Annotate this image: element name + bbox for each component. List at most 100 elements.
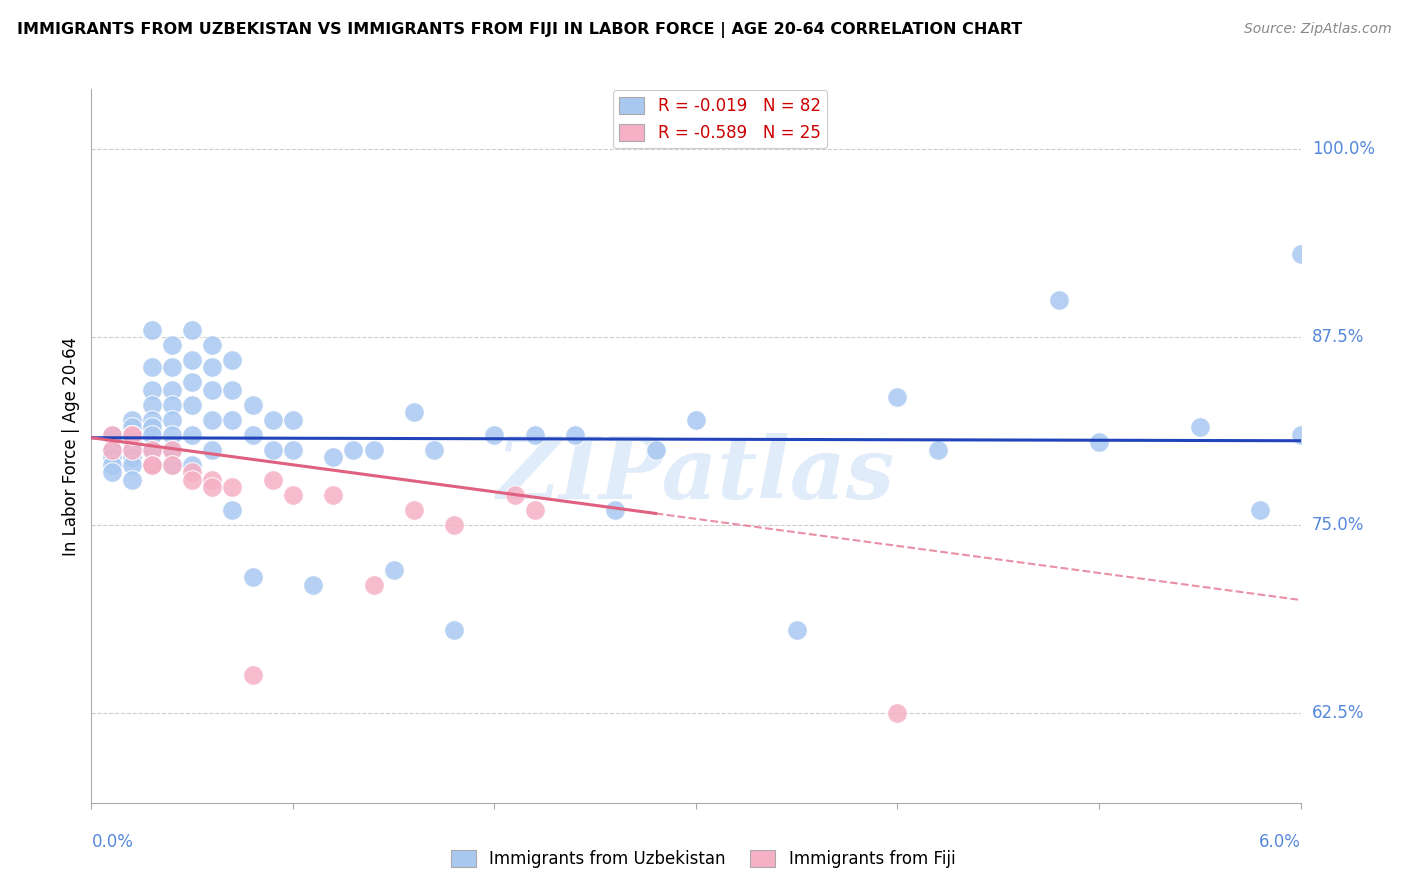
Point	[141, 427, 163, 442]
Point	[181, 465, 204, 479]
Point	[160, 398, 183, 412]
Point	[121, 427, 143, 442]
Point	[121, 442, 143, 457]
Point	[1047, 293, 1070, 307]
Point	[564, 427, 586, 442]
Point	[160, 337, 183, 351]
Point	[1289, 427, 1312, 442]
Point	[342, 442, 364, 457]
Point	[402, 503, 425, 517]
Point	[242, 668, 264, 682]
Point	[363, 578, 385, 592]
Point	[181, 473, 204, 487]
Point	[201, 442, 224, 457]
Point	[160, 442, 183, 457]
Point	[160, 413, 183, 427]
Point	[141, 413, 163, 427]
Point	[201, 383, 224, 397]
Point	[201, 480, 224, 494]
Point	[242, 570, 264, 584]
Point	[100, 458, 122, 472]
Point	[685, 413, 707, 427]
Point	[121, 435, 143, 450]
Point	[201, 413, 224, 427]
Point	[160, 458, 183, 472]
Point	[141, 398, 163, 412]
Point	[181, 398, 204, 412]
Point	[160, 458, 183, 472]
Point	[221, 503, 243, 517]
Text: 0.0%: 0.0%	[91, 833, 134, 851]
Point	[181, 427, 204, 442]
Point	[221, 352, 243, 367]
Point	[1188, 420, 1211, 434]
Point	[201, 360, 224, 375]
Point	[160, 383, 183, 397]
Point	[786, 623, 808, 637]
Point	[262, 413, 284, 427]
Point	[322, 488, 344, 502]
Point	[363, 442, 385, 457]
Point	[141, 360, 163, 375]
Point	[100, 465, 122, 479]
Point	[141, 458, 163, 472]
Point	[160, 360, 183, 375]
Text: 75.0%: 75.0%	[1312, 516, 1364, 534]
Point	[141, 322, 163, 336]
Text: ZIPatlas: ZIPatlas	[496, 433, 896, 516]
Point	[121, 420, 143, 434]
Point	[160, 427, 183, 442]
Point	[121, 427, 143, 442]
Point	[443, 623, 465, 637]
Point	[121, 458, 143, 472]
Point	[181, 352, 204, 367]
Point	[302, 578, 325, 592]
Point	[262, 473, 284, 487]
Point	[886, 706, 908, 720]
Point	[100, 427, 122, 442]
Point	[121, 442, 143, 457]
Text: 6.0%: 6.0%	[1258, 833, 1301, 851]
Point	[100, 427, 122, 442]
Point	[1088, 435, 1111, 450]
Point	[121, 427, 143, 442]
Point	[322, 450, 344, 465]
Legend: Immigrants from Uzbekistan, Immigrants from Fiji: Immigrants from Uzbekistan, Immigrants f…	[444, 843, 962, 875]
Text: IMMIGRANTS FROM UZBEKISTAN VS IMMIGRANTS FROM FIJI IN LABOR FORCE | AGE 20-64 CO: IMMIGRANTS FROM UZBEKISTAN VS IMMIGRANTS…	[17, 22, 1022, 38]
Point	[523, 503, 546, 517]
Point	[201, 473, 224, 487]
Point	[262, 442, 284, 457]
Point	[121, 442, 143, 457]
Point	[443, 517, 465, 532]
Legend: R = -0.019   N = 82, R = -0.589   N = 25: R = -0.019 N = 82, R = -0.589 N = 25	[613, 90, 828, 148]
Text: Source: ZipAtlas.com: Source: ZipAtlas.com	[1244, 22, 1392, 37]
Point	[221, 413, 243, 427]
Point	[503, 488, 526, 502]
Point	[484, 427, 506, 442]
Point	[100, 442, 122, 457]
Point	[121, 427, 143, 442]
Text: 62.5%: 62.5%	[1312, 704, 1364, 722]
Point	[423, 442, 446, 457]
Point	[644, 442, 666, 457]
Point	[281, 488, 304, 502]
Point	[181, 375, 204, 389]
Point	[242, 427, 264, 442]
Point	[141, 458, 163, 472]
Point	[281, 413, 304, 427]
Point	[181, 458, 204, 472]
Point	[121, 450, 143, 465]
Point	[382, 563, 405, 577]
Point	[201, 337, 224, 351]
Point	[886, 390, 908, 404]
Point	[121, 413, 143, 427]
Point	[1289, 247, 1312, 261]
Point	[100, 450, 122, 465]
Text: 100.0%: 100.0%	[1312, 140, 1375, 158]
Point	[100, 442, 122, 457]
Point	[605, 503, 627, 517]
Text: 87.5%: 87.5%	[1312, 328, 1364, 346]
Point	[141, 383, 163, 397]
Point	[100, 427, 122, 442]
Y-axis label: In Labor Force | Age 20-64: In Labor Force | Age 20-64	[62, 336, 80, 556]
